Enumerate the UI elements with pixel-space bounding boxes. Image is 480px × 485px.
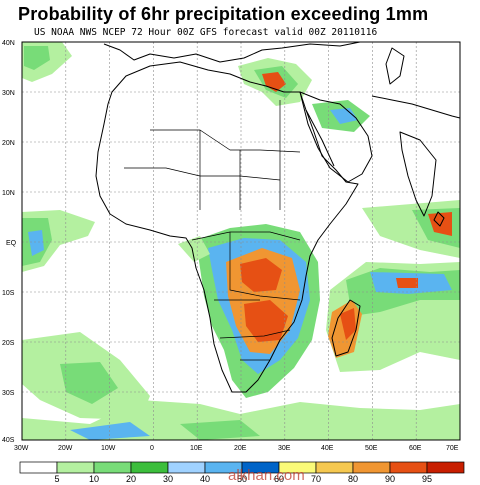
lat-label: 20N bbox=[2, 140, 15, 147]
colorbar-swatch bbox=[130, 461, 169, 474]
country-borders bbox=[124, 100, 301, 361]
precip-area-tasman-bottom bbox=[180, 420, 260, 440]
colorbar-labels: 5 10 20 30 40 50 60 70 80 90 95 bbox=[54, 474, 432, 484]
precip-area-south-atlantic-west-core bbox=[60, 362, 118, 404]
madagascar-coastline bbox=[331, 299, 361, 357]
europe-coastline bbox=[103, 41, 361, 63]
colorbar-swatch bbox=[56, 461, 95, 474]
lat-label: 30S bbox=[2, 390, 15, 397]
lat-label: 30N bbox=[2, 90, 15, 97]
precip-area-northwest-core bbox=[24, 46, 50, 70]
colorbar-swatch bbox=[93, 461, 132, 474]
map-frame bbox=[21, 41, 461, 441]
colorbar bbox=[19, 461, 465, 474]
colorbar-swatch bbox=[426, 461, 465, 474]
colorbar-label: 20 bbox=[126, 474, 136, 484]
colorbar-swatch bbox=[389, 461, 428, 474]
precip-area-indian-ocean-east-red bbox=[428, 212, 452, 236]
lat-label: 20S bbox=[2, 340, 15, 347]
colorbar-label: 90 bbox=[385, 474, 395, 484]
precip-area-gulf-guinea bbox=[178, 236, 210, 262]
colorbar-swatch bbox=[315, 461, 354, 474]
colorbar-label: 10 bbox=[89, 474, 99, 484]
colorbar-swatch bbox=[19, 461, 58, 474]
lon-label: 30W bbox=[14, 445, 29, 452]
lat-label: 40N bbox=[2, 40, 15, 47]
colorbar-label: 95 bbox=[422, 474, 432, 484]
precip-area-madagascar-core bbox=[340, 308, 356, 340]
colorbar-label: 30 bbox=[163, 474, 173, 484]
map-title: Probability of 6hr precipitation exceedi… bbox=[18, 4, 429, 24]
precip-area-middle-east-blue bbox=[330, 108, 358, 124]
lat-label: 40S bbox=[2, 437, 15, 444]
africa-coastline bbox=[95, 61, 359, 393]
colorbar-label: 70 bbox=[311, 474, 321, 484]
lon-axis: 30W 20W 10W 0 10E 20E 30E 40E 50E 60E 70… bbox=[14, 445, 459, 452]
map-subtitle: US NOAA NWS NCEP 72 Hour 00Z GFS forecas… bbox=[34, 27, 378, 38]
lat-label: EQ bbox=[6, 240, 17, 247]
caspian-coastline bbox=[385, 47, 405, 85]
colorbar-label: 60 bbox=[274, 474, 284, 484]
colorbar-label: 80 bbox=[348, 474, 358, 484]
precip-area-central-africa-red-north bbox=[240, 258, 282, 292]
precip-area-atlantic-west-blue bbox=[28, 230, 44, 256]
red-sea bbox=[305, 109, 335, 167]
lon-label: 10E bbox=[190, 445, 203, 452]
lon-label: 70E bbox=[446, 445, 459, 452]
colorbar-swatch bbox=[167, 461, 206, 474]
lon-label: 10W bbox=[101, 445, 116, 452]
precip-area-south-atlantic-south-blue bbox=[70, 422, 150, 440]
lat-axis: 40N 30N 20N 10N EQ 10S 20S 30S 40S bbox=[2, 40, 17, 444]
lon-label: 20W bbox=[58, 445, 73, 452]
lon-label: 30E bbox=[278, 445, 291, 452]
arabia-coastline bbox=[299, 91, 373, 183]
lon-label: 40E bbox=[321, 445, 334, 452]
graticule bbox=[22, 42, 460, 440]
sri-lanka bbox=[433, 211, 445, 227]
coastlines bbox=[95, 41, 461, 393]
colorbar-label: 50 bbox=[237, 474, 247, 484]
lat-label: 10N bbox=[2, 190, 15, 197]
lon-label: 20E bbox=[234, 445, 247, 452]
colorbar-label: 40 bbox=[200, 474, 210, 484]
lon-label: 60E bbox=[409, 445, 422, 452]
asia-coastline bbox=[371, 95, 461, 119]
colorbar-swatch bbox=[352, 461, 391, 474]
watermark: alkhan.com bbox=[228, 467, 305, 484]
lon-label: 50E bbox=[365, 445, 378, 452]
colorbar-label: 5 bbox=[54, 474, 59, 484]
precip-area-indian-ocean-band-red bbox=[396, 278, 418, 288]
india-coastline bbox=[399, 131, 437, 217]
lon-label: 0 bbox=[150, 445, 154, 452]
precip-area-central-africa-red-south bbox=[244, 300, 288, 342]
lat-label: 10S bbox=[2, 290, 15, 297]
